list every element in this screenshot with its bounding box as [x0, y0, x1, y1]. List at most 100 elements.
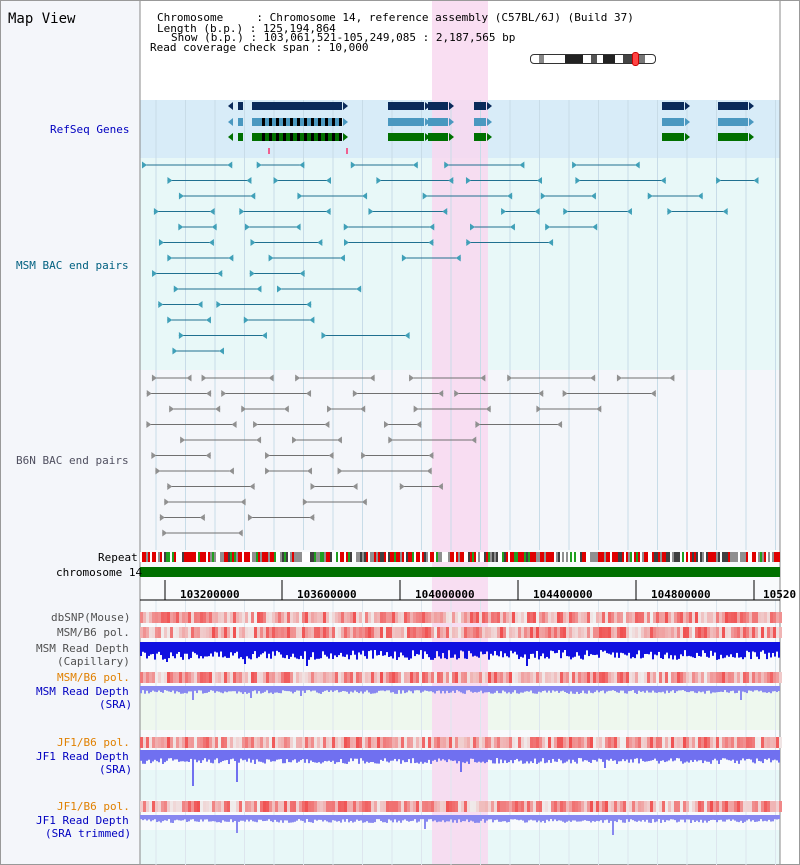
repeat-segment: [722, 552, 724, 562]
read-depth-bar: [750, 750, 752, 760]
read-depth-bar: [672, 642, 674, 660]
polymorphism-cell: [680, 627, 683, 638]
track-label-msm-b6-pol[interactable]: MSM/B6 pol.: [57, 626, 130, 639]
read-depth-bar: [438, 815, 440, 822]
polymorphism-cell: [377, 737, 380, 748]
chromosome-ideogram[interactable]: [530, 54, 656, 64]
polymorphism-cell: [614, 737, 617, 748]
polymorphism-cell: [203, 737, 206, 748]
polymorphism-cell: [281, 612, 284, 623]
gene-strand-arrow: [228, 102, 233, 110]
read-depth-bar: [564, 686, 566, 693]
read-depth-bar: [560, 686, 562, 692]
read-depth-bar: [408, 686, 410, 691]
read-depth-bar: [624, 815, 626, 823]
gene-intron-mark: [283, 133, 286, 141]
polymorphism-cell: [515, 612, 518, 623]
read-depth-bar: [340, 750, 342, 760]
polymorphism-cell: [470, 627, 473, 638]
polymorphism-cell: [332, 801, 335, 812]
read-depth-bar: [684, 686, 686, 692]
polymorphism-cell: [191, 627, 194, 638]
polymorphism-cell: [746, 612, 749, 623]
read-depth-bar: [214, 750, 216, 760]
polymorphism-cell: [230, 627, 233, 638]
track-label-jf1-b6-pol-trimmed[interactable]: JF1/B6 pol.: [57, 800, 130, 813]
polymorphism-cell: [683, 801, 686, 812]
read-depth-bar: [296, 642, 298, 659]
repeat-segment: [466, 552, 468, 562]
repeat-segment: [356, 552, 358, 562]
read-depth-bar: [244, 686, 246, 693]
read-depth-bar: [606, 750, 608, 760]
polymorphism-cell: [623, 627, 626, 638]
polymorphism-cell: [644, 672, 647, 683]
polymorphism-cell: [698, 801, 701, 812]
read-depth-bar: [648, 686, 650, 693]
read-depth-bar: [652, 686, 654, 691]
read-depth-bar: [760, 686, 762, 691]
track-label-jf1-b6-pol[interactable]: JF1/B6 pol.: [57, 736, 130, 749]
polymorphism-cell: [533, 737, 536, 748]
read-depth-bar: [608, 815, 610, 823]
polymorphism-cell: [167, 672, 170, 683]
read-depth-bar: [158, 750, 160, 763]
track-label-jf1-depth-trimmed[interactable]: JF1 Read Depth: [36, 814, 129, 827]
repeat-segment: [464, 552, 466, 562]
read-depth-bar: [536, 642, 538, 651]
polymorphism-cell: [728, 612, 731, 623]
read-depth-bar: [180, 815, 182, 821]
polymorphism-cell: [290, 672, 293, 683]
polymorphism-cell: [431, 737, 434, 748]
track-label-b6n-bac[interactable]: B6N BAC end pairs: [16, 454, 129, 467]
polymorphism-cell: [401, 672, 404, 683]
polymorphism-cell: [416, 672, 419, 683]
polymorphism-cell: [179, 627, 182, 638]
read-depth-bar: [154, 642, 156, 660]
read-depth-bar: [194, 815, 196, 822]
repeat-segment: [422, 552, 424, 562]
polymorphism-cell: [536, 627, 539, 638]
repeat-segment: [230, 552, 232, 562]
polymorphism-cell: [692, 737, 695, 748]
repeat-segment: [730, 552, 732, 562]
polymorphism-cell: [194, 737, 197, 748]
read-depth-bar: [422, 642, 424, 659]
bac-end-marker: [227, 161, 233, 169]
read-depth-bar: [294, 686, 296, 692]
repeat-segment: [426, 552, 428, 562]
repeat-segment: [300, 552, 302, 562]
polymorphism-cell: [362, 737, 365, 748]
read-depth-bar: [706, 642, 708, 657]
read-depth-bar: [478, 815, 480, 823]
read-depth-bar: [772, 686, 774, 692]
gene-strand-arrow: [685, 102, 690, 110]
read-depth-bar: [600, 686, 602, 691]
track-label-repeat[interactable]: Repeat: [98, 551, 138, 564]
read-depth-bar: [148, 815, 150, 820]
track-label-msm-b6-pol-sra[interactable]: MSM/B6 pol.: [57, 671, 130, 684]
polymorphism-cell: [287, 627, 290, 638]
read-depth-bar: [386, 750, 388, 762]
track-label-jf1-depth[interactable]: JF1 Read Depth: [36, 750, 129, 763]
track-label-msm-depth-sra[interactable]: MSM Read Depth: [36, 685, 129, 698]
polymorphism-cell: [446, 801, 449, 812]
read-depth-bar: [490, 815, 492, 820]
read-depth-bar: [370, 686, 372, 694]
track-label-refseq[interactable]: RefSeq Genes: [50, 123, 130, 136]
repeat-segment: [186, 552, 188, 562]
read-depth-bar: [438, 686, 440, 691]
polymorphism-cell: [437, 612, 440, 623]
track-label-msm-depth-capillary[interactable]: MSM Read Depth: [36, 642, 129, 655]
track-label-msm-bac[interactable]: MSM BAC end pairs: [16, 259, 129, 272]
polymorphism-cell: [236, 672, 239, 683]
polymorphism-cell: [722, 737, 725, 748]
read-depth-bar: [348, 815, 350, 823]
track-label-dbsnp[interactable]: dbSNP(Mouse): [51, 611, 131, 624]
polymorphism-cell: [773, 801, 776, 812]
read-depth-bar: [310, 750, 312, 761]
read-depth-bar: [760, 750, 762, 762]
polymorphism-cell: [542, 612, 545, 623]
read-depth-bar: [708, 686, 710, 691]
polymorphism-cell: [671, 672, 674, 683]
